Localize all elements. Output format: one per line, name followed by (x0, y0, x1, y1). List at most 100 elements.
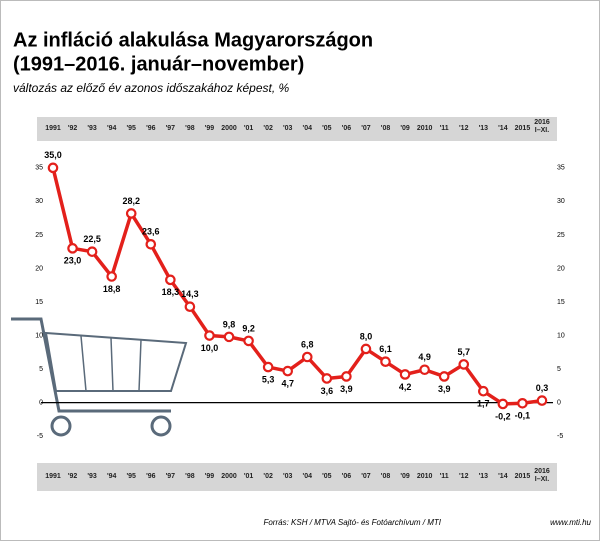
point (47, 162, 59, 174)
y-tick-label: 20 (35, 265, 43, 272)
data-label: 3,9 (340, 384, 353, 394)
point (106, 271, 117, 282)
x-tick-label: 2015 (514, 473, 531, 480)
y-tick-label: 15 (35, 299, 43, 306)
data-label: 28,2 (122, 196, 140, 206)
y-tick-label: 35 (35, 165, 43, 172)
x-tick-label-top: '99 (204, 125, 215, 132)
data-label: 10,0 (201, 343, 219, 353)
top-band (37, 117, 557, 141)
point (223, 331, 235, 343)
x-tick-label: '02 (263, 473, 273, 480)
data-label: 3,6 (321, 386, 334, 396)
data-label: 14,3 (181, 289, 199, 299)
x-tick-label-top: '11 (439, 125, 449, 132)
x-tick-label: '01 (243, 473, 254, 480)
x-tick-label-top: '98 (185, 125, 195, 132)
x-tick-label: '96 (146, 473, 156, 480)
x-tick-label-top: '14 (498, 125, 508, 132)
x-tick-label-top: '97 (165, 125, 176, 132)
point (204, 330, 215, 341)
point (360, 343, 372, 355)
point (458, 359, 470, 370)
x-tick-label-top: 2000 (221, 125, 237, 132)
data-label: 4,9 (418, 352, 431, 362)
x-tick-label-top: '12 (459, 125, 469, 132)
point (86, 246, 98, 257)
y-tick-label-right: 20 (557, 265, 565, 272)
x-tick-label-top: '03 (282, 125, 293, 132)
point (67, 243, 78, 254)
x-tick-label-top: '92 (67, 125, 78, 132)
x-tick-label-top: '07 (361, 125, 371, 132)
x-tick-label: '98 (185, 473, 195, 480)
x-tick-label-top: '08 (380, 125, 391, 132)
point (243, 335, 254, 347)
y-axis-label: változás az előző év azonos időszakához … (13, 81, 289, 95)
x-tick-label: 2016 I–XI. (534, 468, 550, 483)
data-label: 6,8 (301, 339, 314, 349)
point (380, 356, 391, 368)
data-label: 23,6 (142, 227, 160, 237)
data-label: 4,7 (281, 378, 294, 388)
y-tick-label-right: 35 (557, 165, 565, 172)
x-tick-label: '06 (341, 473, 352, 480)
x-tick-label-top: '06 (341, 125, 352, 132)
y-tick-label-right: 25 (557, 232, 565, 239)
y-tick-label-right: 0 (557, 399, 561, 406)
point (536, 395, 548, 406)
point (438, 371, 450, 382)
point (125, 208, 137, 219)
data-label: 9,8 (223, 319, 236, 329)
x-tick-label: '92 (67, 473, 78, 480)
x-tick-label-top: '02 (263, 125, 273, 132)
point (145, 239, 157, 250)
point (497, 398, 509, 410)
point (341, 371, 352, 382)
data-label: 0,3 (536, 383, 549, 393)
y-tick-label: -5 (37, 433, 43, 440)
data-label: 18,8 (103, 284, 121, 294)
data-label: 1,7 (477, 399, 490, 409)
x-tick-label-top: '09 (400, 125, 410, 132)
data-label: 5,7 (458, 347, 471, 357)
data-label: 4,2 (399, 382, 412, 392)
y-tick-label: 5 (39, 366, 43, 373)
y-tick-label: 30 (35, 198, 43, 205)
point (184, 301, 196, 312)
x-tick-label-top: '05 (322, 125, 332, 132)
x-tick-label-top: 2015 (514, 125, 531, 132)
y-tick-label-right: 15 (557, 299, 565, 306)
x-tick-label: '07 (361, 473, 371, 480)
point (419, 364, 430, 376)
point (282, 365, 294, 377)
point (399, 369, 411, 380)
y-tick-label-right: 30 (557, 198, 565, 205)
x-tick-label: '95 (126, 473, 136, 480)
x-tick-label: '09 (400, 473, 410, 480)
data-label: 9,2 (242, 323, 255, 333)
data-label: 23,0 (64, 256, 82, 266)
data-label: 3,9 (438, 384, 451, 394)
bottom-band (37, 463, 557, 491)
point (321, 373, 333, 384)
x-tick-label-top: '95 (126, 125, 136, 132)
y-tick-label: 10 (35, 332, 43, 339)
data-label: 6,1 (379, 344, 392, 354)
data-label: -0,1 (515, 411, 531, 421)
x-tick-label: '08 (380, 473, 391, 480)
x-tick-label-top: '94 (106, 125, 117, 132)
x-tick-label: 2010 (416, 473, 433, 480)
x-tick-label: '13 (478, 473, 489, 480)
x-tick-label-top: '96 (146, 125, 156, 132)
x-tick-label-top: '93 (87, 125, 97, 132)
data-label: 8,0 (360, 331, 373, 341)
y-tick-label-right: 5 (557, 366, 561, 373)
x-tick-label: '04 (302, 473, 312, 480)
website: www.mti.hu (550, 518, 591, 527)
y-tick-label: 25 (35, 232, 43, 239)
x-tick-label-top: '01 (243, 125, 254, 132)
x-tick-label: 1991 (45, 473, 61, 480)
